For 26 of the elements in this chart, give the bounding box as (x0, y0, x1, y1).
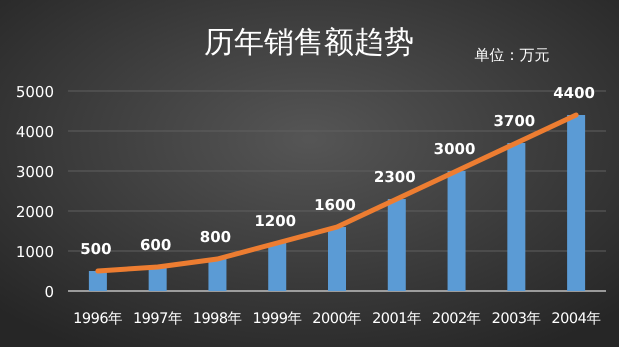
chart-subtitle: 单位：万元 (474, 46, 550, 64)
y-tick-label: 0 (44, 283, 54, 301)
data-label: 1200 (254, 212, 296, 230)
y-tick-label: 3000 (16, 163, 54, 181)
x-tick-label: 1998年 (192, 310, 243, 327)
data-label: 600 (140, 236, 172, 254)
data-label: 2300 (374, 168, 416, 186)
x-tick-label: 1999年 (252, 310, 302, 327)
data-label: 800 (200, 228, 232, 246)
x-tick-label: 2004年 (551, 310, 602, 327)
y-tick-label: 2000 (16, 203, 54, 221)
y-tick-label: 1000 (16, 243, 54, 261)
x-tick-label: 2002年 (432, 310, 482, 327)
data-label: 1600 (314, 196, 356, 214)
y-tick-label: 4000 (16, 123, 54, 141)
data-label: 3700 (493, 112, 536, 130)
x-tick-label: 2000年 (312, 310, 362, 327)
y-tick-label: 5000 (16, 83, 54, 101)
data-label: 3000 (434, 140, 476, 158)
chart-title: 历年销售额趋势 (204, 25, 414, 60)
data-label: 4400 (553, 84, 595, 102)
x-tick-label: 2003年 (492, 310, 542, 327)
x-tick-label: 1996年 (73, 310, 124, 327)
x-tick-label: 2001年 (372, 310, 422, 327)
data-label: 500 (80, 240, 112, 258)
x-tick-label: 1997年 (132, 310, 183, 327)
